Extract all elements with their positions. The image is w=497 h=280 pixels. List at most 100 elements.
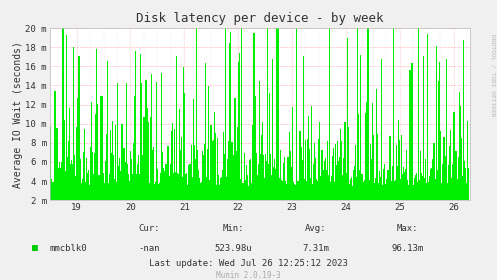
Bar	[432, 159, 433, 200]
Bar	[378, 183, 379, 200]
Bar	[59, 162, 60, 200]
Bar	[122, 169, 124, 200]
Bar	[57, 128, 58, 200]
Bar	[311, 106, 312, 200]
Bar	[384, 164, 385, 200]
Bar	[286, 183, 287, 200]
Bar	[322, 150, 323, 200]
Bar	[187, 185, 188, 200]
Bar	[100, 95, 101, 200]
Bar	[246, 165, 247, 200]
Bar	[281, 180, 282, 200]
Bar	[96, 49, 97, 200]
Bar	[225, 28, 226, 200]
Bar	[148, 122, 149, 200]
Bar	[144, 117, 145, 200]
Bar	[195, 159, 196, 200]
Bar	[334, 182, 335, 200]
Bar	[135, 51, 136, 200]
Bar	[56, 170, 57, 200]
Bar	[413, 185, 414, 200]
Bar	[251, 183, 252, 200]
Bar	[236, 151, 237, 200]
Bar	[307, 139, 308, 200]
Bar	[328, 175, 329, 200]
Bar	[237, 127, 238, 200]
Bar	[202, 151, 203, 200]
Bar	[189, 164, 191, 200]
Bar	[54, 91, 56, 200]
Bar	[109, 174, 110, 200]
Text: Cur:: Cur:	[138, 224, 160, 233]
Bar	[222, 170, 223, 200]
Bar	[336, 165, 337, 200]
Bar	[305, 140, 306, 200]
Bar	[69, 108, 70, 200]
Bar	[191, 177, 193, 200]
Bar	[444, 137, 445, 200]
Bar	[440, 131, 441, 200]
Bar	[94, 153, 95, 200]
Bar	[239, 53, 240, 200]
Bar	[434, 179, 436, 200]
Bar	[238, 62, 239, 200]
Bar	[392, 166, 393, 200]
Bar	[278, 178, 280, 200]
Bar	[216, 185, 217, 200]
Bar	[373, 135, 374, 200]
Bar	[230, 32, 232, 200]
Bar	[121, 123, 123, 200]
Bar	[138, 155, 139, 200]
Bar	[188, 165, 189, 200]
Bar	[196, 28, 197, 200]
Bar	[249, 160, 250, 200]
Bar	[455, 151, 457, 200]
Bar	[244, 153, 245, 200]
Bar	[103, 183, 105, 200]
Bar	[337, 141, 338, 200]
Bar	[258, 81, 260, 200]
Bar	[183, 67, 184, 200]
Bar	[318, 139, 320, 200]
Bar	[365, 113, 367, 200]
Bar	[106, 134, 107, 200]
Bar	[396, 145, 397, 200]
Text: -nan: -nan	[138, 244, 160, 253]
Bar	[462, 176, 463, 200]
Bar	[234, 155, 235, 200]
Bar	[232, 143, 233, 200]
Bar	[228, 141, 230, 200]
Bar	[91, 102, 92, 200]
Bar	[152, 150, 153, 200]
Text: Min:: Min:	[223, 224, 245, 233]
Bar	[177, 173, 178, 200]
Bar	[386, 179, 388, 200]
Bar	[279, 150, 281, 200]
Bar	[341, 141, 342, 200]
Bar	[421, 173, 422, 200]
Bar	[325, 158, 326, 200]
Bar	[137, 164, 138, 200]
Bar	[350, 179, 351, 200]
Bar	[250, 159, 251, 200]
Bar	[170, 130, 172, 200]
Bar	[316, 179, 317, 200]
Bar	[129, 181, 130, 200]
Bar	[395, 180, 396, 200]
Y-axis label: Average IO Wait (seconds): Average IO Wait (seconds)	[12, 41, 23, 188]
Bar	[101, 96, 103, 200]
Bar	[209, 180, 211, 200]
Bar	[389, 182, 390, 200]
Bar	[83, 129, 85, 200]
Bar	[218, 174, 219, 200]
Bar	[458, 157, 459, 200]
Bar	[118, 166, 119, 200]
Bar	[77, 127, 78, 200]
Bar	[327, 141, 328, 200]
Bar	[266, 161, 267, 200]
Bar	[142, 155, 144, 200]
Bar	[299, 131, 301, 200]
Bar	[267, 28, 268, 200]
Bar	[372, 103, 373, 200]
Bar	[204, 144, 205, 200]
